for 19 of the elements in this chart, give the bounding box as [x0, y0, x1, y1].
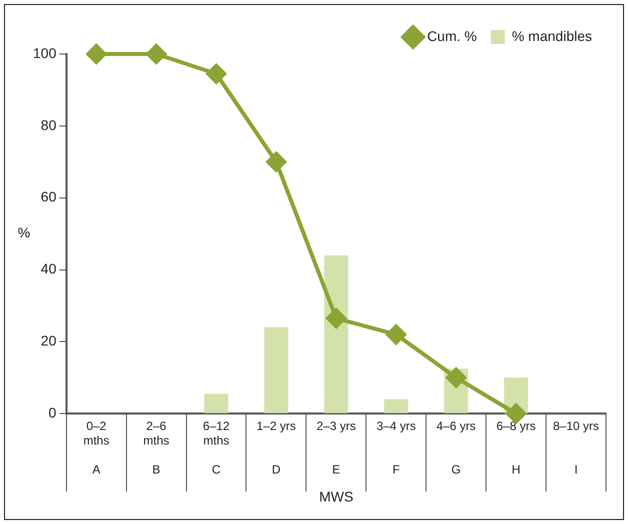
y-tick-label: 100	[33, 44, 57, 61]
y-tick-label: 40	[40, 260, 57, 277]
category-label: 1–2 yrs D	[256, 419, 296, 476]
legend-label: Cum. %	[427, 28, 477, 44]
category-label: 3–4 yrs F	[376, 419, 416, 476]
category-label: 6–8 yrs H	[496, 419, 536, 476]
y-axis-title: %	[18, 224, 30, 241]
y-tick-label: 60	[40, 188, 57, 205]
category-label: 2–6 mths B	[143, 419, 170, 476]
y-tick-label: 0	[48, 404, 57, 420]
category-label: 8–10 yrs I	[553, 419, 600, 476]
legend-label: % mandibles	[512, 28, 592, 44]
y-tick-label: 80	[40, 116, 57, 133]
y-tick-label: 20	[40, 332, 57, 349]
category-label: 4–6 yrs G	[436, 419, 476, 476]
category-label: 2–3 yrs E	[316, 419, 356, 476]
x-axis-title: MWS	[319, 488, 354, 504]
category-label: 6–12 mths C	[202, 419, 230, 476]
category-label: 0–2 mths A	[83, 419, 110, 476]
